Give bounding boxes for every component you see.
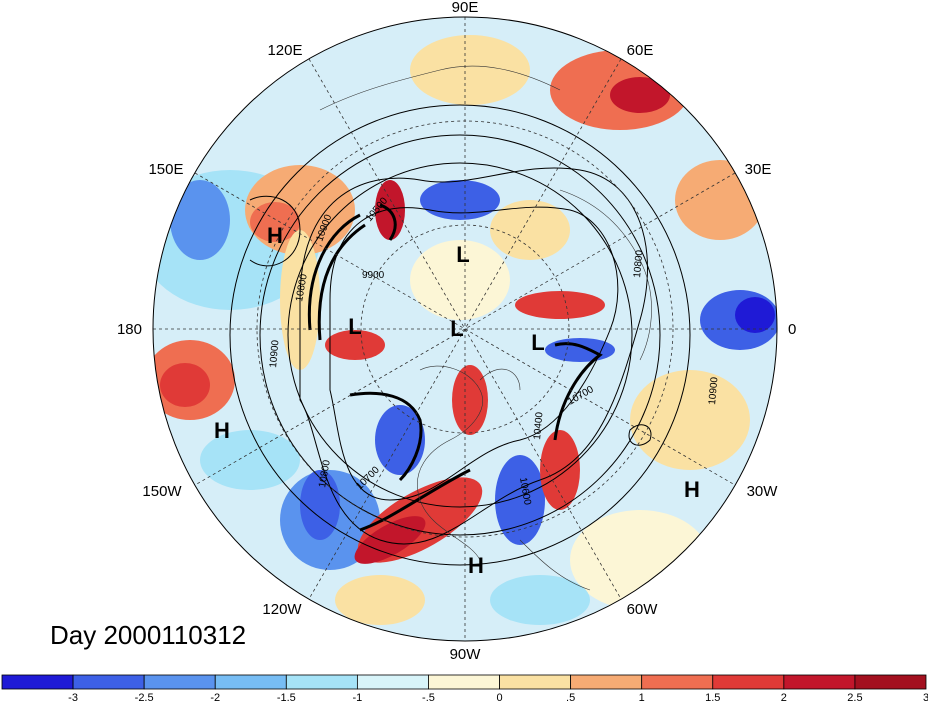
colorbar-tick-label: .5: [566, 692, 575, 702]
high-center-marker: H: [684, 477, 700, 502]
colorbar-tick-label: 1: [639, 692, 645, 702]
low-center-marker: L: [450, 316, 463, 341]
low-center-marker: L: [531, 330, 544, 355]
contour-label: 10800: [632, 249, 645, 278]
colorbar-segment: [783, 674, 856, 690]
colorbar: -3 -2.5 -2 -1.5 -1 -.5 0 .5 1 1.5 2 2.5 3: [1, 674, 928, 702]
colorbar-tick-label: -2.5: [135, 692, 154, 702]
high-center-marker: H: [468, 553, 484, 578]
colorbar-tick-label: 3: [923, 692, 928, 702]
low-center-marker: L: [348, 314, 361, 339]
longitude-labels: 90E 60E 30E 0 30W 60W 90W 120W 150W 180 …: [117, 0, 796, 663]
height-contours: [229, 104, 691, 566]
colorbar-segment: [428, 674, 500, 690]
colorbar-tick-label: 1.5: [705, 692, 720, 702]
colorbar-tick-label: -1: [352, 692, 362, 702]
contour-label: 9900: [362, 270, 385, 281]
colorbar-segment: [641, 674, 714, 690]
colorbar-segment: [285, 674, 358, 690]
lon-label-60w: 60W: [627, 601, 659, 618]
colorbar-tick-label: 2.5: [847, 692, 862, 702]
low-center-marker: L: [456, 242, 469, 267]
colorbar-segment: [214, 674, 287, 690]
colorbar-tick-label: -3: [68, 692, 78, 702]
lon-label-0: 0: [788, 321, 796, 338]
high-center-marker: H: [267, 223, 283, 248]
lon-label-30e: 30E: [745, 161, 772, 178]
lon-label-150e: 150E: [148, 161, 183, 178]
colorbar-segment: [143, 674, 216, 690]
lon-label-60e: 60E: [627, 42, 654, 59]
graticule: [153, 17, 777, 641]
colorbar-segment: [499, 674, 572, 690]
contour-label: 10400: [532, 411, 545, 440]
colorbar-segment: [356, 674, 429, 690]
high-center-marker: H: [214, 418, 230, 443]
pressure-centers: H H H H L L L L: [214, 223, 700, 578]
lon-label-90w: 90W: [450, 646, 482, 663]
figure-title: Day 2000110312: [50, 620, 247, 650]
contour-label: 10600: [517, 477, 533, 507]
colorbar-tick-label: 2: [781, 692, 787, 702]
colorbar-segment: [712, 674, 785, 690]
colorbar-tick-label: 0: [496, 692, 502, 702]
colorbar-segment: [570, 674, 643, 690]
contour-label: 10900: [268, 339, 281, 368]
lon-label-150w: 150W: [142, 483, 182, 500]
lon-label-90e: 90E: [452, 0, 479, 16]
map-border: [152, 16, 778, 642]
colorbar-tick-label: -1.5: [277, 692, 296, 702]
contour-label: 10800: [294, 273, 310, 303]
colorbar-segment: [1, 674, 74, 690]
lon-label-120w: 120W: [262, 601, 302, 618]
colorbar-tick-label: -2: [210, 692, 220, 702]
colorbar-tick-label: -.5: [422, 692, 435, 702]
contour-label: 10900: [707, 376, 720, 405]
colorbar-segment: [854, 674, 927, 690]
contour-label: 10800: [317, 459, 333, 489]
lon-label-30w: 30W: [747, 483, 779, 500]
lon-label-120e: 120E: [267, 42, 302, 59]
colorbar-segment: [72, 674, 145, 690]
lon-label-180: 180: [117, 321, 142, 338]
